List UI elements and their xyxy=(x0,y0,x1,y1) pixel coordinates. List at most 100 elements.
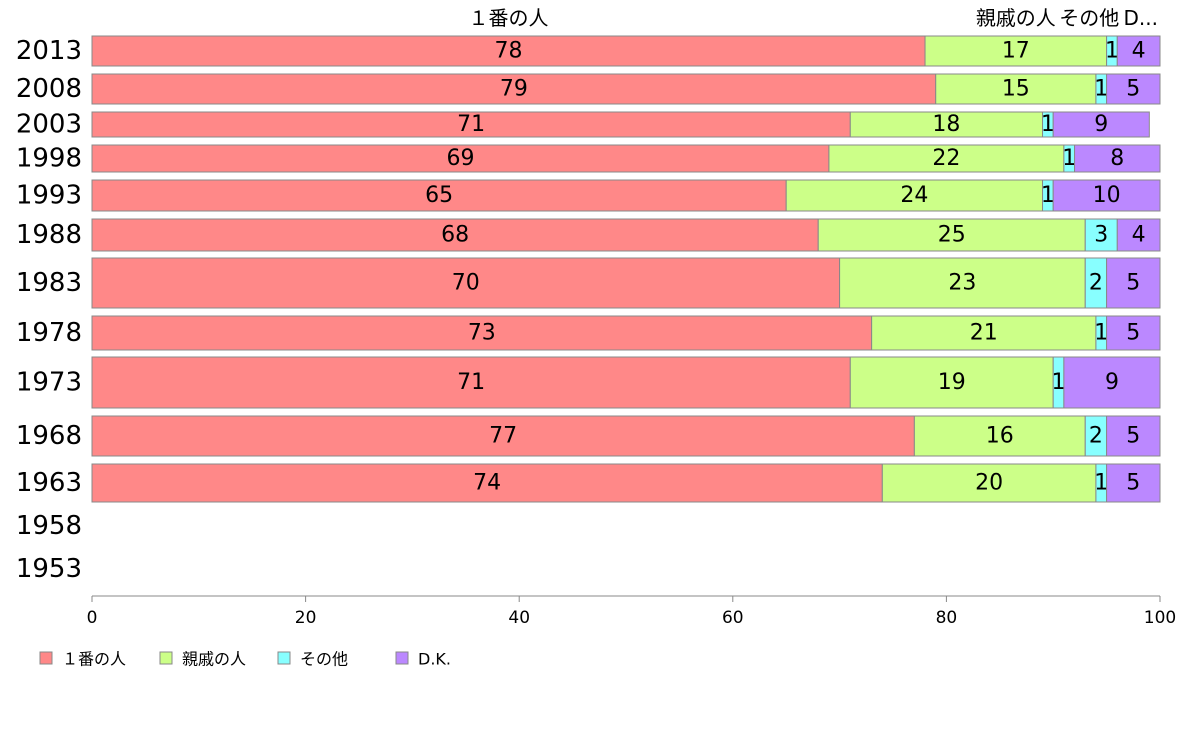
data-label-1978-s2: 1 xyxy=(1094,321,1108,346)
bar-segment-1978-s3 xyxy=(1106,315,1161,351)
year-label-2008: 2008 xyxy=(16,74,82,104)
data-label-1963-s2: 1 xyxy=(1094,471,1108,496)
bar-segment-1998-s3 xyxy=(1074,144,1161,173)
data-label-1973-s1: 19 xyxy=(938,370,966,395)
bar-segment-1968-s3 xyxy=(1106,415,1161,457)
bar-segment-1973-s3 xyxy=(1063,356,1161,409)
data-label-1983-s1: 23 xyxy=(948,271,976,296)
bar-segment-1993-s3 xyxy=(1052,179,1161,212)
x-tick-label-5: 100 xyxy=(1144,608,1176,628)
legend-label-s1: 親戚の人 xyxy=(182,650,246,669)
bar-segment-2003-s0 xyxy=(91,111,851,138)
bar-segment-1973-s1 xyxy=(849,356,1054,409)
bar-segment-1988-s0 xyxy=(91,218,819,252)
data-label-2003-s1: 18 xyxy=(932,112,960,137)
data-label-1993-s3: 10 xyxy=(1093,183,1121,208)
column-label-s3: D... xyxy=(1124,6,1158,30)
data-label-2008-s1: 15 xyxy=(1002,77,1030,102)
data-label-1978-s1: 21 xyxy=(970,321,998,346)
column-label-s2: その他 xyxy=(1059,6,1119,30)
bar-segment-1973-s0 xyxy=(91,356,851,409)
data-label-2013-s3: 4 xyxy=(1132,39,1146,64)
year-label-1988: 1988 xyxy=(16,220,82,250)
year-label-1998: 1998 xyxy=(16,144,82,174)
x-tick-label-3: 60 xyxy=(722,608,744,628)
data-label-1998-s3: 8 xyxy=(1110,146,1124,171)
year-label-1968: 1968 xyxy=(16,421,82,451)
data-label-1963-s3: 5 xyxy=(1126,471,1140,496)
data-label-1978-s0: 73 xyxy=(468,321,496,346)
legend-swatch-s0 xyxy=(39,651,53,665)
data-label-1973-s0: 71 xyxy=(457,370,485,395)
column-label-s0: １番の人 xyxy=(469,6,549,30)
bar-segment-1968-s1 xyxy=(913,415,1086,457)
bar-segment-2008-s3 xyxy=(1106,73,1161,105)
bar-segment-1963-s1 xyxy=(881,463,1097,503)
bar-segment-2008-s1 xyxy=(935,73,1097,105)
data-label-2013-s0: 78 xyxy=(495,39,523,64)
year-label-1993: 1993 xyxy=(16,181,82,211)
data-label-1983-s0: 70 xyxy=(452,271,480,296)
legend-label-s3: D.K. xyxy=(418,650,451,669)
data-label-2008-s0: 79 xyxy=(500,77,528,102)
bar-segment-1968-s0 xyxy=(91,415,915,457)
data-label-1983-s2: 2 xyxy=(1089,271,1103,296)
x-tick-label-0: 0 xyxy=(87,608,98,628)
column-label-s1: 親戚の人 xyxy=(976,6,1056,30)
data-label-1963-s1: 20 xyxy=(975,471,1003,496)
bar-segment-2003-s3 xyxy=(1052,111,1150,138)
data-label-2003-s0: 71 xyxy=(457,112,485,137)
data-label-2003-s3: 9 xyxy=(1094,112,1108,137)
bar-segment-1993-s1 xyxy=(785,179,1044,212)
bar-segment-1978-s1 xyxy=(871,315,1097,351)
data-label-1998-s2: 1 xyxy=(1062,146,1076,171)
year-label-1978: 1978 xyxy=(16,318,82,348)
data-label-1968-s2: 2 xyxy=(1089,424,1103,449)
data-label-1988-s3: 4 xyxy=(1132,223,1146,248)
data-label-1993-s2: 1 xyxy=(1041,183,1055,208)
bar-segment-1988-s1 xyxy=(817,218,1086,252)
data-label-1998-s0: 69 xyxy=(446,146,474,171)
bar-segment-1983-s0 xyxy=(91,257,841,309)
x-tick-label-2: 40 xyxy=(508,608,530,628)
data-label-1998-s1: 22 xyxy=(932,146,960,171)
data-label-1988-s0: 68 xyxy=(441,223,469,248)
data-label-1988-s1: 25 xyxy=(938,223,966,248)
bar-segment-1998-s1 xyxy=(828,144,1065,173)
data-label-2003-s2: 1 xyxy=(1041,112,1055,137)
bar-segment-1993-s0 xyxy=(91,179,787,212)
data-label-1973-s3: 9 xyxy=(1105,370,1119,395)
bar-segment-2003-s1 xyxy=(849,111,1044,138)
data-label-1968-s3: 5 xyxy=(1126,424,1140,449)
x-tick-label-4: 80 xyxy=(936,608,958,628)
data-label-1978-s3: 5 xyxy=(1126,321,1140,346)
bar-segment-1963-s3 xyxy=(1106,463,1161,503)
data-label-1968-s1: 16 xyxy=(986,424,1014,449)
bar-segment-1963-s0 xyxy=(91,463,883,503)
bar-segment-1988-s3 xyxy=(1116,218,1161,252)
bar-segment-1998-s0 xyxy=(91,144,830,173)
year-label-1963: 1963 xyxy=(16,468,82,498)
bar-segment-1983-s3 xyxy=(1106,257,1161,309)
data-label-1993-s1: 24 xyxy=(900,183,928,208)
data-label-2008-s2: 1 xyxy=(1094,77,1108,102)
legend-swatch-s3 xyxy=(395,651,409,665)
year-label-1958: 1958 xyxy=(16,511,82,541)
bar-segment-1988-s2 xyxy=(1084,218,1118,252)
year-label-2003: 2003 xyxy=(16,110,82,140)
data-label-1993-s0: 65 xyxy=(425,183,453,208)
data-label-2008-s3: 5 xyxy=(1126,77,1140,102)
year-label-1973: 1973 xyxy=(16,368,82,398)
legend-swatch-s2 xyxy=(277,651,291,665)
bar-segment-1983-s1 xyxy=(839,257,1086,309)
legend-label-s2: その他 xyxy=(300,650,348,669)
bar-segment-2008-s0 xyxy=(91,73,937,105)
bar-segment-2013-s3 xyxy=(1116,35,1161,67)
year-label-2013: 2013 xyxy=(16,36,82,66)
data-label-2013-s1: 17 xyxy=(1002,39,1030,64)
year-label-1983: 1983 xyxy=(16,268,82,298)
x-tick-label-1: 20 xyxy=(295,608,317,628)
year-label-1953: 1953 xyxy=(16,554,82,584)
data-label-2013-s2: 1 xyxy=(1105,39,1119,64)
